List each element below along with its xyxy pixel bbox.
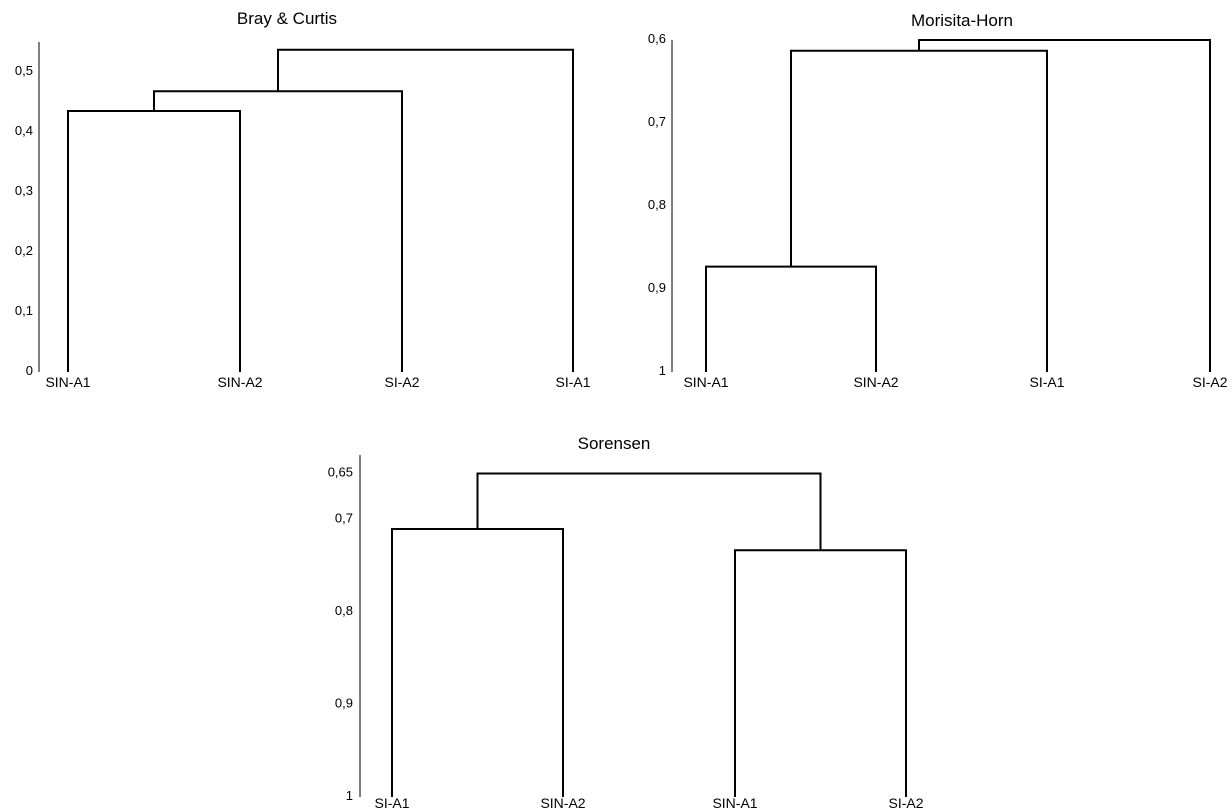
dendrogram-branch bbox=[790, 49, 1048, 372]
leaf-label: SIN-A2 bbox=[853, 374, 898, 390]
leaf-label: SI-A2 bbox=[384, 374, 419, 390]
y-tick-label: 0,7 bbox=[648, 114, 666, 129]
y-tick-label: 0,9 bbox=[335, 696, 353, 711]
y-tick-label: 1 bbox=[346, 788, 353, 803]
y-tick-label: 0,4 bbox=[15, 123, 33, 138]
leaf-label: SIN-A1 bbox=[712, 795, 757, 811]
y-tick-label: 0,1 bbox=[15, 303, 33, 318]
leaf-label: SIN-A2 bbox=[217, 374, 262, 390]
leaf-label: SI-A2 bbox=[1192, 374, 1227, 390]
leaf-label: SIN-A1 bbox=[45, 374, 90, 390]
y-tick-label: 0,3 bbox=[15, 183, 33, 198]
chart-title: Morisita-Horn bbox=[911, 11, 1013, 30]
dendrogram-panel: Sorensen 0,65 0,7 0,8 0,9 1 SI-A1 SIN-A2 SIN-A1 S… bbox=[328, 434, 924, 811]
dendrogram-branch bbox=[918, 39, 1211, 372]
dendrogram-branch bbox=[153, 90, 403, 372]
y-tick-label: 0,8 bbox=[648, 197, 666, 212]
chart-title: Bray & Curtis bbox=[237, 9, 337, 28]
leaf-label: SI-A1 bbox=[555, 374, 590, 390]
y-tick-label: 0,5 bbox=[15, 63, 33, 78]
y-tick-label: 0,9 bbox=[648, 280, 666, 295]
dendrogram-branch bbox=[67, 110, 241, 372]
dendrogram-panel: Morisita-Horn 0,6 0,7 0,8 0,9 1 SIN-A1 SIN-A2 SI… bbox=[648, 11, 1228, 390]
leaf-label: SI-A2 bbox=[888, 795, 923, 811]
leaf-label: SI-A1 bbox=[1029, 374, 1064, 390]
chart-title: Sorensen bbox=[578, 434, 651, 453]
y-tick-label: 0,65 bbox=[328, 464, 353, 479]
y-tick-label: 0,8 bbox=[335, 603, 353, 618]
leaf-label: SIN-A1 bbox=[683, 374, 728, 390]
y-tick-label: 0,2 bbox=[15, 243, 33, 258]
dendrogram-branch bbox=[734, 549, 907, 797]
y-tick-label: 0,6 bbox=[648, 31, 666, 46]
dendrogram-branch bbox=[391, 527, 564, 797]
leaf-label: SI-A1 bbox=[374, 795, 409, 811]
y-tick-label: 0 bbox=[26, 363, 33, 378]
dendrogram-branch bbox=[476, 472, 822, 551]
y-tick-label: 0,7 bbox=[335, 511, 353, 526]
y-tick-label: 1 bbox=[659, 363, 666, 378]
dendrogram-panel: Bray & Curtis 0 0,1 0,2 0,3 0,4 0,5 SIN-A1 SIN-A… bbox=[15, 9, 591, 390]
dendrogram-branch bbox=[705, 265, 877, 372]
dendrogram-branch bbox=[277, 48, 574, 372]
leaf-label: SIN-A2 bbox=[540, 795, 585, 811]
